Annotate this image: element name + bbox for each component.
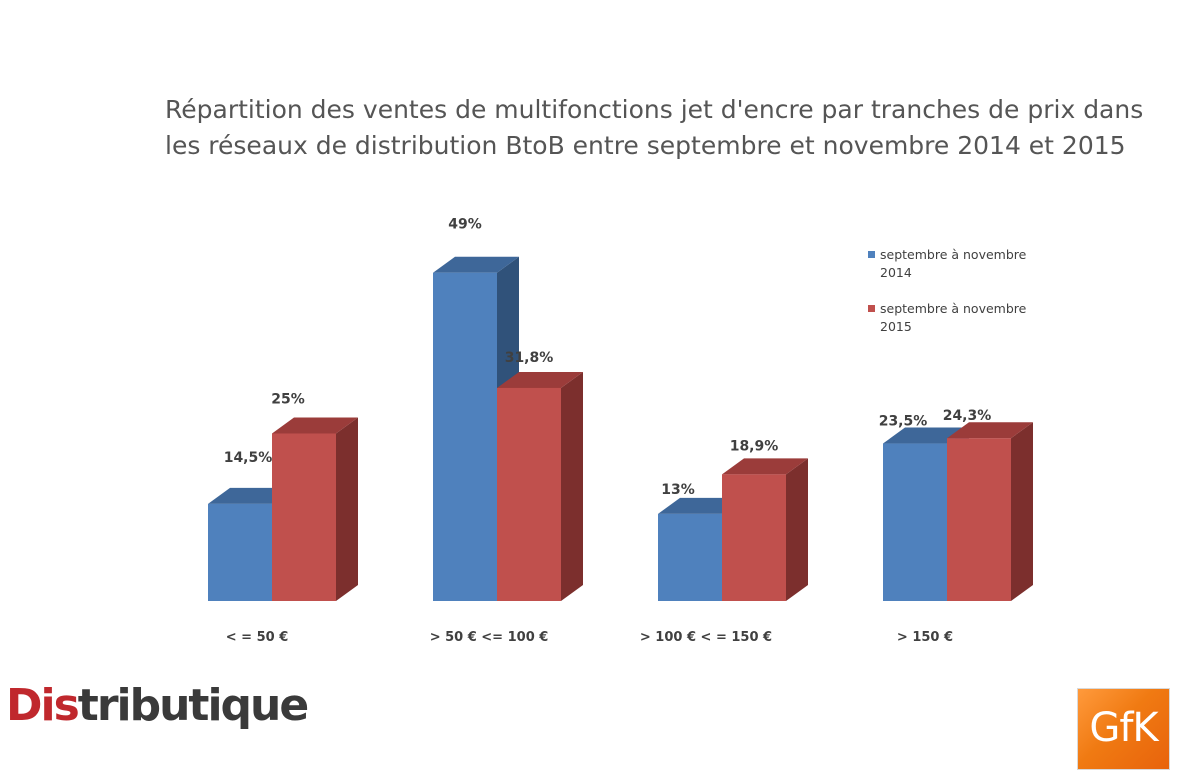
bar-2015-0 bbox=[272, 433, 336, 601]
chart-title: Répartition des ventes de multifonctions… bbox=[165, 92, 1155, 164]
chart-title-line-1: Répartition des ventes de multifonctions… bbox=[165, 95, 1144, 124]
chart-title-line-2: les réseaux de distribution BtoB entre s… bbox=[165, 131, 1126, 160]
bar-2014-1-top bbox=[433, 256, 519, 273]
legend-swatch-2015 bbox=[868, 305, 875, 312]
bar-2015-1-top bbox=[497, 371, 583, 388]
legend: septembre à novembre 2014 septembre à no… bbox=[868, 246, 1048, 354]
bar-2015-2-side bbox=[786, 458, 808, 601]
bar-2015-0-side bbox=[336, 417, 358, 601]
bar-2015-2-top bbox=[722, 458, 808, 475]
bar-2014-1 bbox=[433, 272, 497, 601]
gfk-logo: GfK bbox=[1077, 688, 1170, 770]
bar-2015-3 bbox=[947, 438, 1011, 601]
category-label-0: < = 50 € bbox=[226, 630, 289, 645]
data-label-2014-1: 49% bbox=[448, 217, 482, 233]
data-label-2015-1: 31,8% bbox=[505, 350, 554, 366]
legend-label-2014-line-1: septembre à novembre bbox=[880, 247, 1027, 262]
bar-2015-3-side bbox=[1011, 422, 1033, 601]
legend-label-2014-line-2: 2014 bbox=[880, 265, 912, 280]
data-label-2014-2: 13% bbox=[661, 482, 695, 498]
data-label-2015-0: 25% bbox=[271, 392, 305, 408]
data-label-2015-3: 24,3% bbox=[943, 408, 992, 424]
legend-label-2015-line-2: 2015 bbox=[880, 319, 912, 334]
bar-2015-0-top bbox=[272, 417, 358, 434]
bar-2014-0 bbox=[208, 503, 272, 601]
legend-swatch-2014 bbox=[868, 251, 875, 258]
legend-label-2015-line-1: septembre à novembre bbox=[880, 301, 1027, 316]
category-label-1: > 50 € <= 100 € bbox=[430, 630, 549, 645]
legend-item-2014: septembre à novembre 2014 bbox=[868, 246, 1048, 282]
bar-2015-1 bbox=[497, 387, 561, 601]
legend-item-2015: septembre à novembre 2015 bbox=[868, 300, 1048, 336]
category-label-3: > 150 € bbox=[897, 630, 953, 645]
category-label-2: > 100 € < = 150 € bbox=[640, 630, 772, 645]
bar-2015-1-side bbox=[561, 371, 583, 601]
bar-2014-3 bbox=[883, 443, 947, 601]
data-label-2015-2: 18,9% bbox=[730, 438, 779, 454]
bar-2015-2 bbox=[722, 474, 786, 601]
bar-2015-3-top bbox=[947, 422, 1033, 439]
data-label-2014-0: 14,5% bbox=[224, 450, 273, 466]
bar-2014-2 bbox=[658, 513, 722, 601]
data-label-2014-3: 23,5% bbox=[879, 414, 928, 430]
distributique-logo: Distributique bbox=[6, 680, 309, 731]
